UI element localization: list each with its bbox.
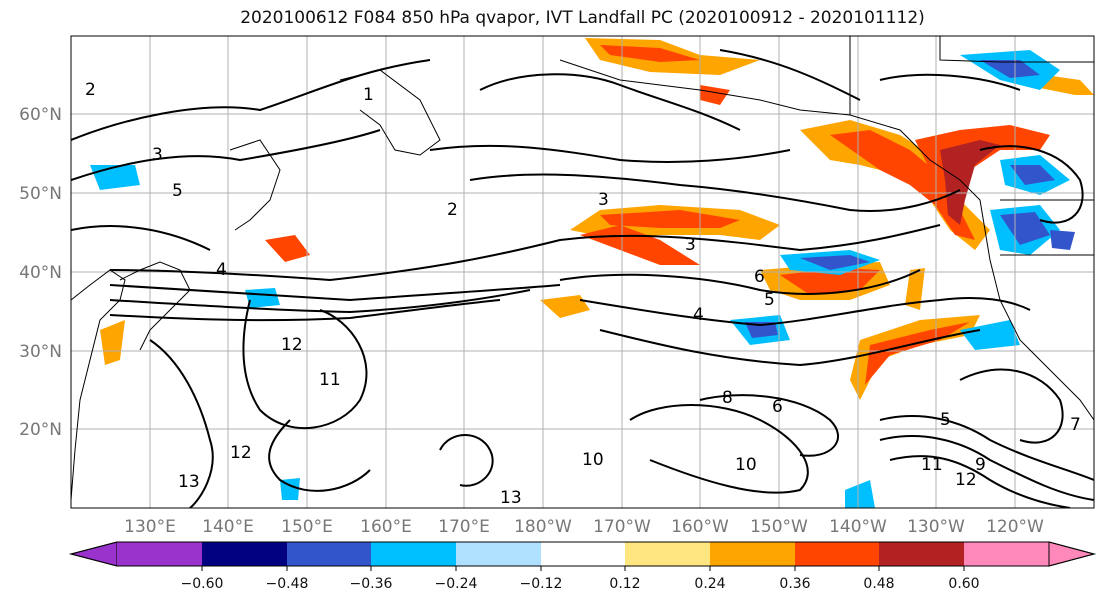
contour-label: 8	[722, 388, 733, 408]
x-tick-label: 150°E	[281, 517, 333, 537]
x-axis-ticks: 130°E 140°E 150°E 160°E 170°E 180°W 170°…	[124, 517, 1044, 537]
contour-label: 9	[975, 455, 986, 475]
contour-label: 5	[764, 290, 775, 310]
colorbar-tick-label: 0.12	[609, 576, 640, 592]
y-tick-label: 30°N	[19, 342, 62, 362]
contour-label: 11	[319, 370, 341, 390]
contour-label: 7	[1070, 415, 1081, 435]
contour-label: 3	[685, 235, 696, 255]
colorbar-tick-label: 0.60	[948, 576, 979, 592]
x-tick-label: 170°W	[593, 517, 651, 537]
contour-label: 5	[940, 410, 951, 430]
x-tick-label: 150°W	[750, 517, 808, 537]
x-tick-label: 180°W	[514, 517, 572, 537]
colorbar-segment	[456, 542, 541, 566]
x-tick-label: 170°E	[438, 517, 490, 537]
contour-label: 3	[598, 190, 609, 210]
coastlines	[71, 36, 1094, 501]
x-tick-label: 160°W	[671, 517, 729, 537]
contour-label: 2	[447, 200, 458, 220]
x-tick-label: 160°E	[360, 517, 412, 537]
contour-label: 10	[735, 455, 757, 475]
x-tick-label: 130°W	[907, 517, 965, 537]
y-tick-label: 40°N	[19, 263, 62, 283]
x-tick-label: 140°E	[202, 517, 254, 537]
colorbar-segment	[625, 542, 710, 566]
colorbar-segment	[371, 542, 456, 566]
colorbar-segment	[710, 542, 795, 566]
negative-anomaly-shading	[90, 50, 1075, 508]
contour-label: 13	[178, 472, 200, 492]
colorbar-tick-label: −0.48	[266, 576, 309, 592]
contour-label: 4	[693, 305, 704, 325]
plot-frame	[70, 35, 1095, 509]
x-tick-label: 140°W	[829, 517, 887, 537]
contour-label: 1	[363, 85, 374, 105]
colorbar-segment	[795, 542, 879, 566]
colorbar-tick-label: 0.24	[694, 576, 725, 592]
x-tick-label: 130°E	[124, 517, 176, 537]
colorbar-tick-label: −0.24	[435, 576, 478, 592]
ivt-contours	[71, 49, 1094, 508]
colorbar-segment	[964, 542, 1049, 566]
colorbar-tick-label: −0.36	[350, 576, 393, 592]
contour-labels: 2 1 3 5 2 3 4 6 5 12 11 10 12 13 11 12 1…	[85, 80, 1081, 508]
map-gridlines	[71, 36, 1094, 508]
x-tick-label: 120°W	[986, 517, 1044, 537]
colorbar-segment	[287, 542, 372, 566]
contour-label: 5	[172, 181, 183, 201]
colorbar-segment	[541, 542, 625, 566]
contour-label: 13	[500, 488, 522, 508]
contour-label: 3	[152, 145, 163, 165]
colorbar-segment	[1048, 541, 1096, 567]
y-tick-label: 60°N	[19, 105, 62, 125]
contour-label: 10	[582, 450, 604, 470]
colorbar: −0.60 −0.48 −0.36 −0.24 −0.12 0.12 0.24 …	[69, 541, 1096, 592]
contour-label: 2	[85, 80, 96, 100]
y-tick-label: 50°N	[19, 184, 62, 204]
colorbar-segment	[117, 542, 202, 566]
y-axis-ticks: 60°N 50°N 40°N 30°N 20°N	[19, 105, 62, 440]
map-plot-area: 2 1 3 5 2 3 4 6 5 12 11 10 12 13 11 12 1…	[71, 36, 1094, 508]
map-title: 2020100612 F084 850 hPa qvapor, IVT Land…	[240, 8, 925, 28]
contour-label: 11	[921, 455, 943, 475]
contour-label: 12	[955, 470, 977, 490]
colorbar-segment	[202, 542, 287, 566]
colorbar-segment	[69, 541, 118, 567]
contour-label: 6	[754, 267, 765, 287]
colorbar-tick-label: 0.36	[779, 576, 810, 592]
y-tick-label: 20°N	[19, 420, 62, 440]
contour-label: 12	[281, 335, 303, 355]
contour-label: 4	[216, 260, 227, 280]
colorbar-tick-label: −0.60	[181, 576, 224, 592]
colorbar-tick-label: −0.12	[520, 576, 563, 592]
contour-label: 12	[230, 443, 252, 463]
contour-label: 6	[772, 397, 783, 417]
colorbar-tick-label: 0.48	[863, 576, 894, 592]
colorbar-segment	[879, 542, 964, 566]
